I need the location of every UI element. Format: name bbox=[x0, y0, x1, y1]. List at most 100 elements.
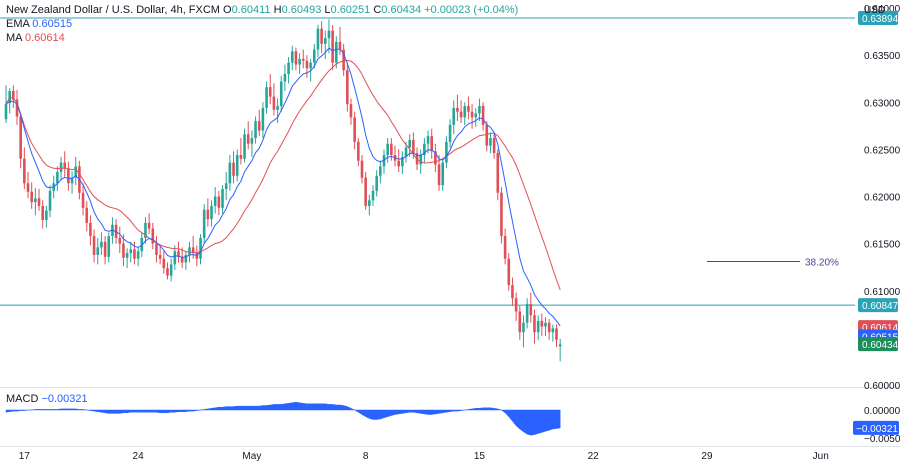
candle-body bbox=[26, 183, 30, 192]
candle-body bbox=[323, 38, 327, 44]
price-tag-box bbox=[858, 337, 898, 352]
candle-body bbox=[555, 328, 558, 340]
candle-body bbox=[371, 190, 375, 201]
candle-body bbox=[544, 322, 547, 327]
ma-legend-value: 0.60614 bbox=[24, 32, 65, 44]
candle bbox=[320, 21, 323, 54]
candle bbox=[349, 98, 353, 125]
price-tick-label: 0.63000 bbox=[864, 98, 900, 109]
candle bbox=[4, 85, 8, 123]
ema-line bbox=[5, 47, 561, 327]
candle bbox=[129, 241, 133, 263]
candle bbox=[555, 324, 558, 348]
candle-body bbox=[173, 251, 177, 265]
candle bbox=[184, 251, 188, 271]
candle bbox=[158, 245, 162, 265]
candle-body bbox=[166, 268, 169, 276]
candle bbox=[261, 102, 265, 139]
candle-body bbox=[70, 177, 74, 184]
candle bbox=[496, 149, 500, 201]
candle bbox=[397, 149, 400, 172]
candle-body bbox=[37, 198, 41, 206]
candle-body bbox=[239, 155, 243, 159]
candle-body bbox=[511, 285, 514, 299]
candle bbox=[287, 57, 290, 84]
ma-legend[interactable]: MA 0.60614 bbox=[6, 32, 65, 45]
ohlc-change: +0.00023 (+0.04%) bbox=[424, 4, 519, 16]
price-tick-label: 0.62500 bbox=[864, 145, 900, 156]
candle bbox=[423, 138, 426, 163]
candle-body bbox=[558, 344, 562, 347]
candle-body bbox=[34, 198, 37, 203]
candle-body bbox=[85, 207, 89, 223]
candle-body bbox=[147, 222, 151, 229]
ma-line bbox=[5, 59, 561, 290]
candle bbox=[100, 232, 103, 255]
candle-body bbox=[470, 111, 474, 118]
candle-body bbox=[492, 138, 496, 154]
candle bbox=[45, 205, 48, 228]
candle-body bbox=[434, 151, 437, 165]
price-tick-label: 0.61500 bbox=[864, 240, 900, 251]
candle bbox=[404, 141, 408, 163]
candle-body bbox=[448, 124, 452, 142]
candle bbox=[246, 121, 250, 150]
candle bbox=[481, 102, 485, 131]
macd-value-tag-box bbox=[853, 420, 899, 435]
candle-body bbox=[408, 139, 411, 148]
candle-body bbox=[158, 254, 162, 259]
macd-tick-label: −0.00500 bbox=[864, 434, 900, 445]
time-tick-label: Jun bbox=[813, 451, 829, 462]
macd-area bbox=[5, 401, 561, 436]
candle-body bbox=[489, 138, 492, 146]
candle bbox=[441, 158, 445, 191]
candle bbox=[34, 188, 37, 216]
candle bbox=[107, 232, 111, 263]
macd-legend[interactable]: MACD −0.00321 bbox=[6, 393, 88, 406]
candle-body bbox=[250, 138, 254, 144]
candle bbox=[26, 171, 30, 199]
candle bbox=[155, 236, 158, 263]
ema-legend[interactable]: EMA 0.60515 bbox=[6, 18, 72, 31]
candle bbox=[360, 155, 364, 184]
candle bbox=[283, 64, 287, 91]
candle bbox=[74, 156, 78, 186]
candle-body bbox=[335, 41, 338, 63]
candle bbox=[56, 166, 59, 191]
candle bbox=[346, 62, 349, 112]
candle bbox=[393, 145, 397, 167]
candle-body bbox=[279, 81, 283, 107]
candle-body bbox=[312, 49, 316, 63]
candle-body bbox=[426, 136, 430, 144]
candle bbox=[122, 234, 125, 267]
candle-body bbox=[107, 236, 111, 257]
candle-body bbox=[419, 155, 423, 165]
candle bbox=[30, 182, 33, 209]
candle-body bbox=[496, 153, 500, 193]
candle bbox=[206, 198, 210, 227]
price-tick-label: 0.62000 bbox=[864, 193, 900, 204]
ohlc-close-key: C bbox=[373, 4, 382, 16]
ohlc-open: O0.60411 bbox=[223, 4, 271, 16]
candle bbox=[81, 183, 85, 216]
candle-body bbox=[441, 162, 445, 186]
ma-legend-label: MA bbox=[6, 32, 22, 44]
candle bbox=[144, 217, 147, 244]
candle bbox=[268, 73, 272, 105]
candle bbox=[276, 98, 279, 123]
candle bbox=[257, 109, 261, 137]
candle bbox=[301, 49, 305, 69]
ema-legend-label: EMA bbox=[6, 18, 30, 30]
time-tick-label: 22 bbox=[588, 451, 600, 462]
candle bbox=[67, 161, 70, 191]
time-tick-label: 17 bbox=[19, 451, 31, 462]
candle-body bbox=[316, 28, 320, 50]
candle bbox=[37, 188, 41, 211]
candle-body bbox=[397, 160, 400, 167]
candle bbox=[162, 251, 166, 274]
candle-body bbox=[118, 237, 122, 244]
price-tick-label: 0.61000 bbox=[864, 287, 900, 298]
candle-body bbox=[503, 236, 507, 259]
candle bbox=[434, 143, 437, 172]
